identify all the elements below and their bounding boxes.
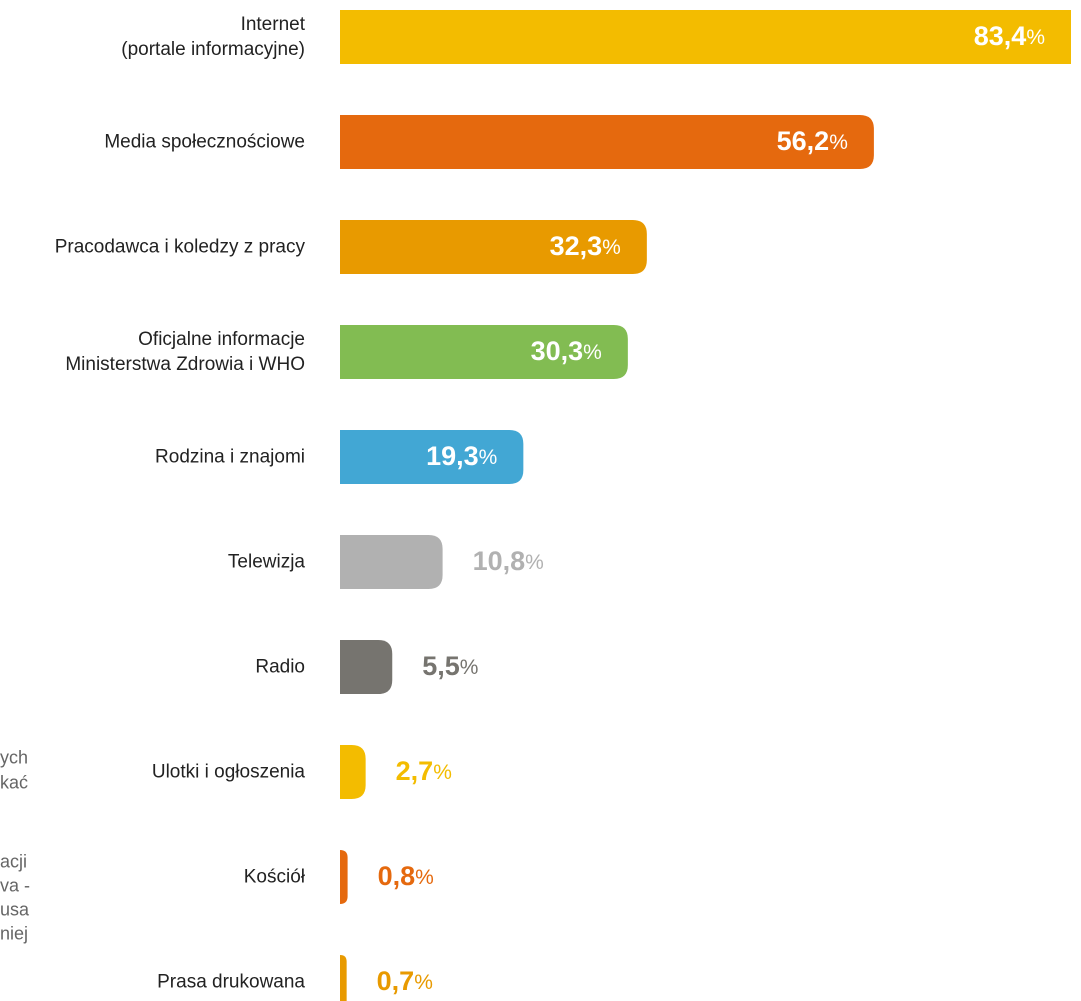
bar <box>340 220 647 274</box>
category-label: Media społecznościowe <box>104 131 305 153</box>
bar <box>340 640 393 694</box>
value-label: 19,3% <box>426 441 497 471</box>
bar <box>340 745 366 799</box>
value-unit: % <box>583 341 602 364</box>
value-unit: % <box>829 131 848 154</box>
value-label: 30,3% <box>531 336 602 366</box>
value-label: 10,8% <box>473 546 544 576</box>
value-number: 5,5 <box>422 651 460 681</box>
bars <box>340 10 1071 1001</box>
value-unit: % <box>460 656 479 679</box>
category-label: Internet (portale informacyjne) <box>121 14 305 60</box>
value-unit: % <box>602 236 621 259</box>
value-label: 0,8% <box>378 861 434 891</box>
text-fragment: va - <box>0 875 31 896</box>
value-unit: % <box>479 446 498 469</box>
value-unit: % <box>414 971 433 994</box>
category-label: Prasa drukowana <box>157 971 305 993</box>
text-fragment: usa <box>0 899 30 920</box>
category-label: Radio <box>255 656 305 678</box>
value-number: 19,3 <box>426 441 479 471</box>
value-unit: % <box>525 551 544 574</box>
bar <box>340 430 524 484</box>
text-fragment: niej <box>0 923 29 944</box>
value-number: 10,8 <box>473 546 526 576</box>
bar <box>340 955 347 1001</box>
bar <box>340 850 348 904</box>
value-number: 2,7 <box>396 756 434 786</box>
value-unit: % <box>1026 26 1045 49</box>
category-label: Oficjalne informacje Ministerstwa Zdrowi… <box>65 329 305 375</box>
category-label: Rodzina i znajomi <box>155 446 305 468</box>
value-number: 32,3 <box>550 231 603 261</box>
bar <box>340 10 1071 64</box>
bar <box>340 325 628 379</box>
value-label: 56,2% <box>777 126 848 156</box>
text-fragment: ych <box>0 747 29 768</box>
value-label: 5,5% <box>422 651 478 681</box>
value-label: 2,7% <box>396 756 452 786</box>
value-unit: % <box>415 866 434 889</box>
value-number: 83,4 <box>974 21 1027 51</box>
category-label: Kościół <box>243 866 305 888</box>
category-label: Ulotki i ogłoszenia <box>151 761 305 783</box>
value-number: 0,7 <box>377 966 415 996</box>
value-number: 30,3 <box>531 336 584 366</box>
category-label: Pracodawca i koledzy z pracy <box>54 236 305 258</box>
value-unit: % <box>433 761 452 784</box>
value-label: 0,7% <box>377 966 433 996</box>
value-number: 0,8 <box>378 861 416 891</box>
bar <box>340 535 443 589</box>
bar <box>340 115 874 169</box>
value-label: 83,4% <box>974 21 1045 51</box>
category-label: Telewizja <box>227 551 305 573</box>
value-number: 56,2 <box>777 126 830 156</box>
text-fragment: kać <box>0 772 29 793</box>
text-fragment: acji <box>0 851 28 872</box>
value-label: 32,3% <box>550 231 621 261</box>
